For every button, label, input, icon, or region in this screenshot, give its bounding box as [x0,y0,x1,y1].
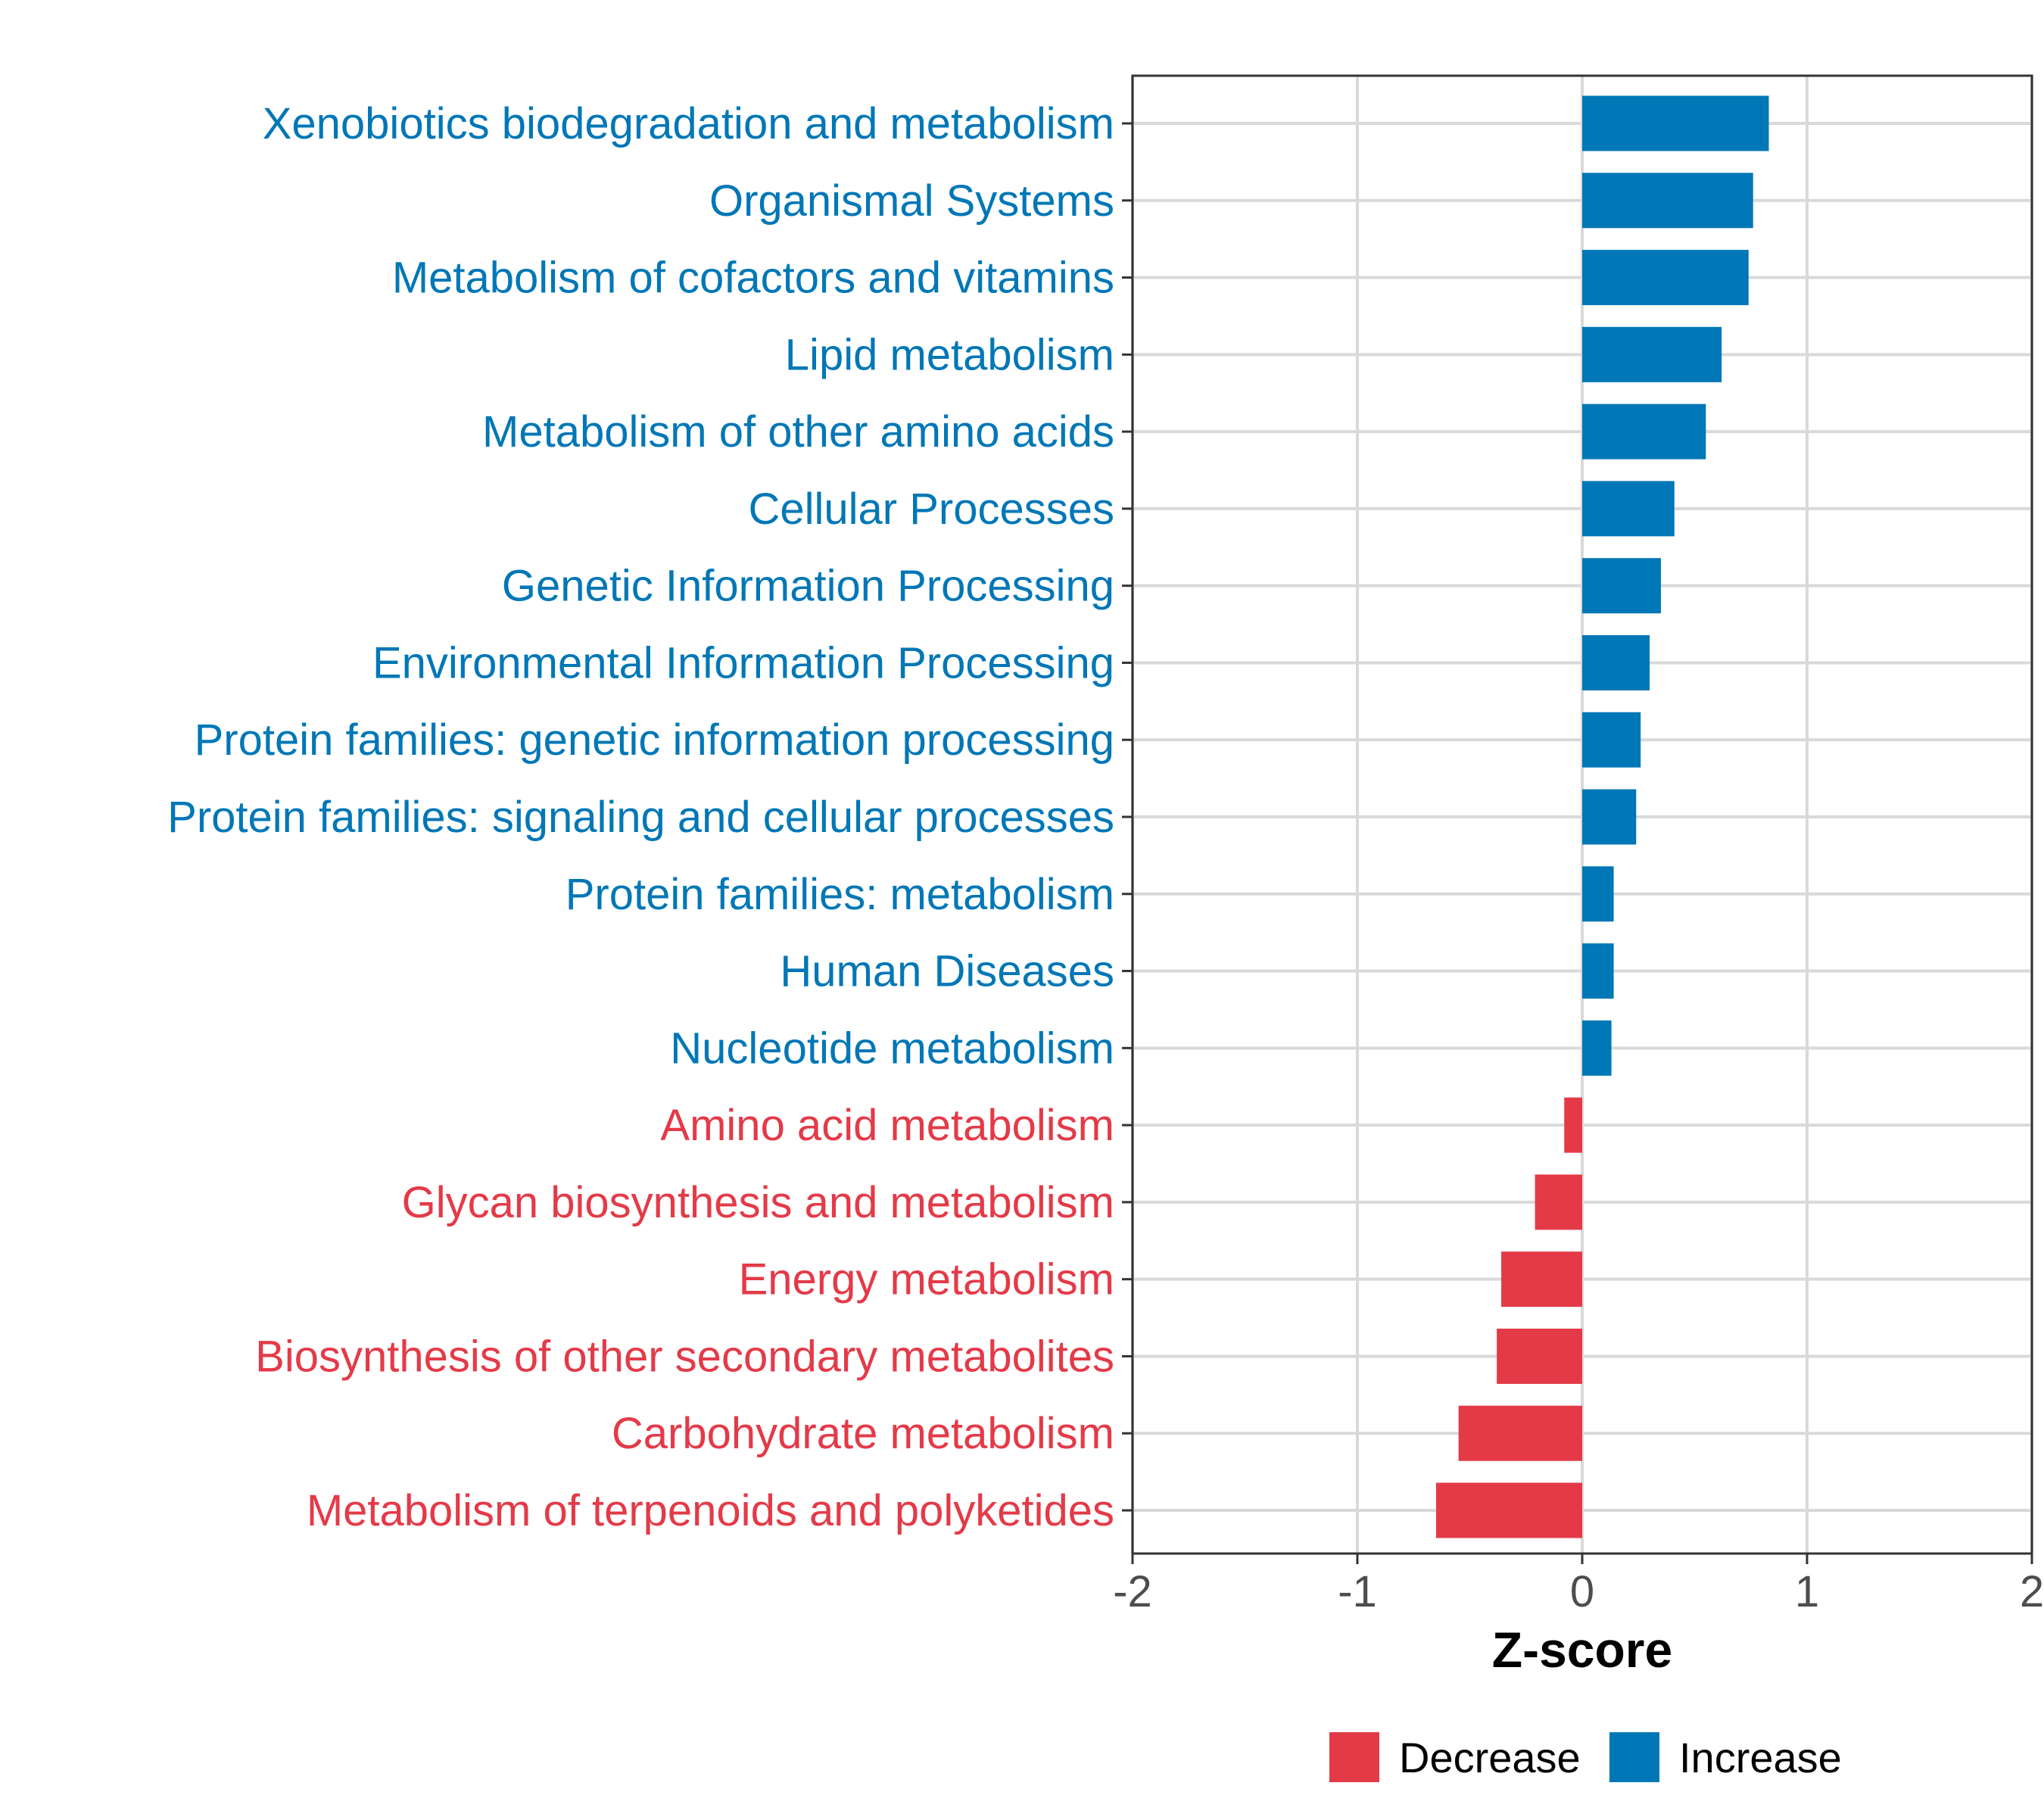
bar [1535,1174,1582,1230]
legend: Decrease Increase [1329,1732,1842,1782]
bar [1582,943,1614,999]
y-tick-label: Human Diseases [780,947,1114,996]
y-tick-label: Energy metabolism [739,1255,1114,1304]
bar [1582,404,1706,460]
y-tick-label: Biosynthesis of other secondary metaboli… [255,1332,1114,1381]
legend-swatch-decrease [1329,1732,1379,1782]
y-tick-label: Metabolism of other amino acids [482,407,1114,457]
bar [1582,558,1661,614]
bar [1582,173,1753,229]
bar [1458,1405,1582,1461]
x-tick-label: 1 [1795,1567,1819,1616]
x-tick-label: 2 [2020,1567,2044,1616]
x-axis: -2 -1 0 1 2 [1113,1554,2044,1616]
y-tick-label: Nucleotide metabolism [670,1024,1114,1073]
bar [1582,789,1637,845]
legend-label-increase: Increase [1679,1734,1842,1781]
bar [1435,1482,1582,1538]
bar [1582,866,1614,922]
y-tick-label: Protein families: genetic information pr… [195,715,1114,765]
y-tick-label: Metabolism of cofactors and vitamins [392,254,1114,303]
y-tick-label: Protein families: signaling and cellular… [167,793,1114,842]
y-tick-label: Organismal Systems [709,176,1114,226]
x-axis-title: Z-score [1492,1622,1672,1678]
y-tick-label: Environmental Information Processing [372,638,1114,687]
legend-label-decrease: Decrease [1399,1734,1581,1781]
y-tick-label: Glycan biosynthesis and metabolism [402,1178,1114,1227]
y-tick-label: Carbohydrate metabolism [612,1409,1114,1458]
bar [1582,1020,1612,1076]
y-tick-label: Genetic Information Processing [502,562,1114,611]
y-axis: Xenobiotics biodegradation and metabolis… [167,99,1133,1535]
x-tick-label: 0 [1570,1567,1594,1616]
bar [1582,326,1722,382]
bar [1582,634,1650,690]
bar [1564,1097,1582,1153]
bar [1582,95,1769,151]
x-tick-label: -1 [1338,1567,1377,1616]
x-tick-label: -2 [1113,1567,1152,1616]
bar [1497,1328,1582,1384]
y-tick-label: Xenobiotics biodegradation and metabolis… [263,99,1114,148]
y-tick-label: Amino acid metabolism [660,1101,1114,1150]
y-tick-label: Protein families: metabolism [566,870,1114,919]
y-tick-label: Cellular Processes [748,485,1114,534]
bar [1501,1251,1582,1307]
y-tick-label: Lipid metabolism [785,330,1114,379]
legend-swatch-increase [1609,1732,1659,1782]
bars [1435,95,1769,1538]
bar [1582,712,1641,768]
y-tick-label: Metabolism of terpenoids and polyketides [307,1486,1114,1535]
bar [1582,481,1675,537]
bar [1582,250,1749,306]
